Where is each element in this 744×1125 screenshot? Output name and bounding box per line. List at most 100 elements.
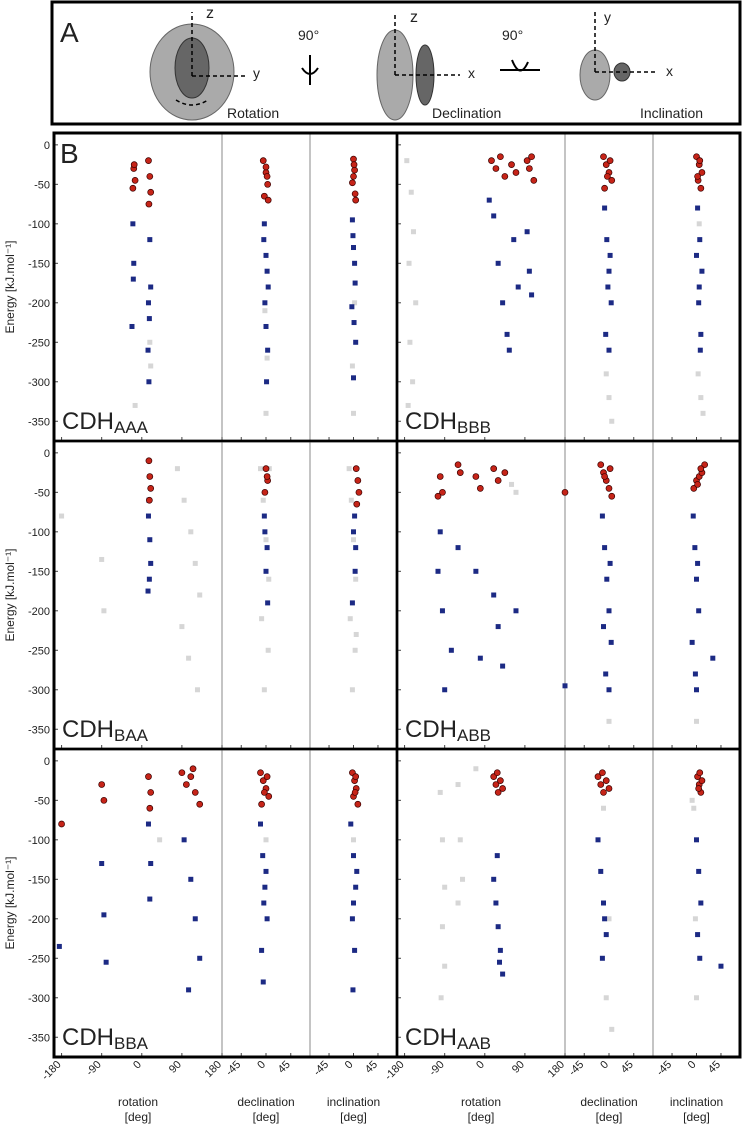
point [455, 900, 461, 906]
point [406, 260, 412, 266]
x-axis-label: declination [580, 1095, 637, 1109]
point [261, 488, 269, 496]
point [145, 513, 151, 519]
point [404, 158, 410, 164]
point [351, 375, 356, 381]
point [259, 157, 267, 164]
point [258, 800, 265, 808]
y-tick-label: -50 [34, 795, 50, 807]
point [146, 379, 152, 385]
y-tick-label: -50 [34, 487, 50, 499]
panel-letter: B [60, 138, 79, 169]
label-sub: ABB [457, 726, 491, 745]
point [352, 647, 358, 653]
point [500, 663, 506, 669]
point [436, 473, 444, 480]
x-tick-label: -90 [84, 1059, 104, 1079]
point [697, 955, 703, 961]
point [496, 959, 502, 965]
x-axis-unit: [deg] [253, 1110, 280, 1124]
point [145, 457, 153, 465]
axes [175, 12, 245, 106]
label-sub: BAA [114, 726, 149, 745]
point [607, 252, 613, 258]
x-tick-label: 45 [363, 1059, 380, 1076]
point [694, 173, 701, 180]
point [606, 687, 612, 693]
y-tick-label: -200 [28, 606, 50, 618]
y-tick-label: -200 [28, 298, 50, 310]
axes [594, 12, 658, 73]
y-tick-label: 0 [44, 140, 50, 152]
point [698, 777, 706, 784]
y-tick-label: -150 [28, 874, 50, 886]
point [351, 245, 356, 251]
point [263, 252, 269, 258]
point [491, 876, 497, 882]
point [148, 560, 154, 566]
x-tick-label: 0 [131, 1059, 144, 1072]
point [259, 947, 265, 953]
label-sub: BBB [457, 418, 491, 437]
point [146, 576, 152, 582]
point [437, 789, 443, 795]
y-tick-label: -50 [34, 179, 50, 191]
x-axis-unit: [deg] [125, 1110, 152, 1124]
point [260, 497, 266, 503]
point [157, 837, 163, 843]
point [606, 268, 612, 274]
point [192, 560, 198, 566]
point [197, 955, 203, 961]
point [352, 947, 358, 953]
point [597, 461, 605, 469]
x-tick-label: -90 [427, 1059, 447, 1079]
point [56, 943, 62, 949]
point [263, 323, 269, 329]
point [529, 292, 535, 298]
y-tick-label: -150 [28, 258, 50, 270]
point [353, 339, 359, 345]
x-tick-label: -45 [654, 1059, 674, 1079]
point [183, 781, 190, 788]
panel-label: CDHBBB [405, 408, 491, 437]
point [260, 853, 266, 859]
point [692, 916, 698, 922]
panel-frame [52, 439, 399, 751]
point [349, 687, 355, 693]
panel-b-frame [52, 131, 742, 1059]
x-tick-label: -180 [40, 1059, 64, 1083]
point [146, 316, 152, 322]
point [101, 912, 107, 918]
point [494, 789, 502, 796]
point [186, 987, 192, 993]
point [701, 461, 709, 469]
point [350, 233, 356, 239]
x-tick-label: 45 [276, 1059, 293, 1076]
point [352, 568, 358, 574]
point [526, 268, 532, 274]
point [58, 820, 65, 828]
point [689, 797, 695, 803]
panel-a-frame [50, 0, 742, 126]
rotate-icon [500, 59, 540, 72]
point [350, 161, 358, 168]
x-tick-label: 180 [546, 1059, 567, 1080]
point [145, 157, 152, 164]
y-tick-label: -300 [28, 993, 50, 1005]
point [692, 545, 698, 551]
point [349, 363, 355, 369]
point [130, 221, 136, 227]
point [188, 529, 194, 535]
point [495, 260, 501, 266]
point [473, 766, 479, 772]
panel-label: CDHBBA [62, 1024, 149, 1053]
point [261, 237, 267, 243]
point [696, 157, 704, 164]
label-main: CDH [62, 716, 114, 743]
point [608, 639, 614, 645]
point [603, 371, 609, 377]
y-axis-label: Energy [kJ.mol⁻¹] [3, 240, 17, 333]
point [506, 347, 512, 353]
caption: Rotation [227, 105, 279, 121]
x-axis-label: inclination [327, 1095, 380, 1109]
